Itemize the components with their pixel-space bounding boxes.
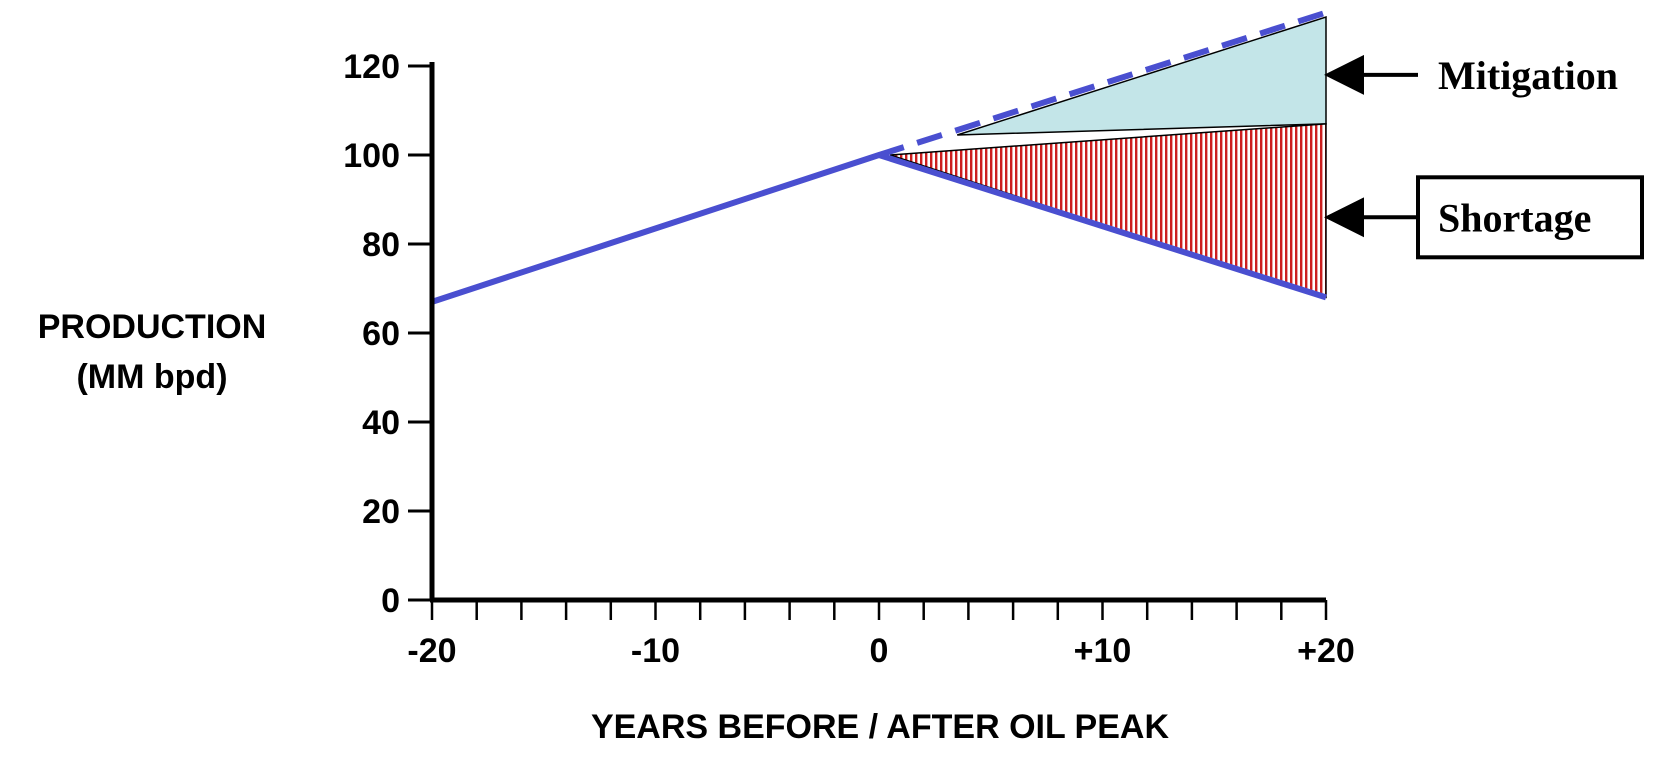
y-tick-label: 0 bbox=[381, 582, 400, 620]
region-shortage bbox=[889, 123, 1327, 299]
x-tick-label: -10 bbox=[631, 632, 680, 670]
y-tick-label: 40 bbox=[362, 404, 400, 442]
x-tick-label: 0 bbox=[870, 632, 889, 670]
y-axis-title-line-2: (MM bpd) bbox=[76, 358, 227, 396]
annotation-mitigation: Mitigation bbox=[1438, 53, 1618, 98]
axes-layer: 0 20 40 60 80 100 120 -20 -10 0 +10 +20 bbox=[343, 48, 1355, 670]
y-tick-label: 120 bbox=[343, 48, 400, 86]
y-tick-label: 100 bbox=[343, 137, 400, 175]
annotations-layer: Mitigation Shortage bbox=[1324, 53, 1644, 260]
regions-layer bbox=[889, 16, 1327, 299]
y-tick-label: 80 bbox=[362, 226, 400, 264]
y-tick-label: 60 bbox=[362, 315, 400, 353]
y-axis-title-line-1: PRODUCTION bbox=[38, 308, 267, 346]
x-axis-title: YEARS BEFORE / AFTER OIL PEAK bbox=[591, 708, 1170, 746]
series-layer bbox=[431, 9, 1327, 305]
x-tick-label: -20 bbox=[407, 632, 456, 670]
annotation-shortage: Shortage bbox=[1438, 195, 1591, 240]
y-tick-label: 20 bbox=[362, 493, 400, 531]
x-tick-label: +20 bbox=[1297, 632, 1355, 670]
x-tick-label: +10 bbox=[1074, 632, 1132, 670]
box-shortage bbox=[1416, 175, 1644, 260]
region-mitigation bbox=[956, 16, 1327, 136]
